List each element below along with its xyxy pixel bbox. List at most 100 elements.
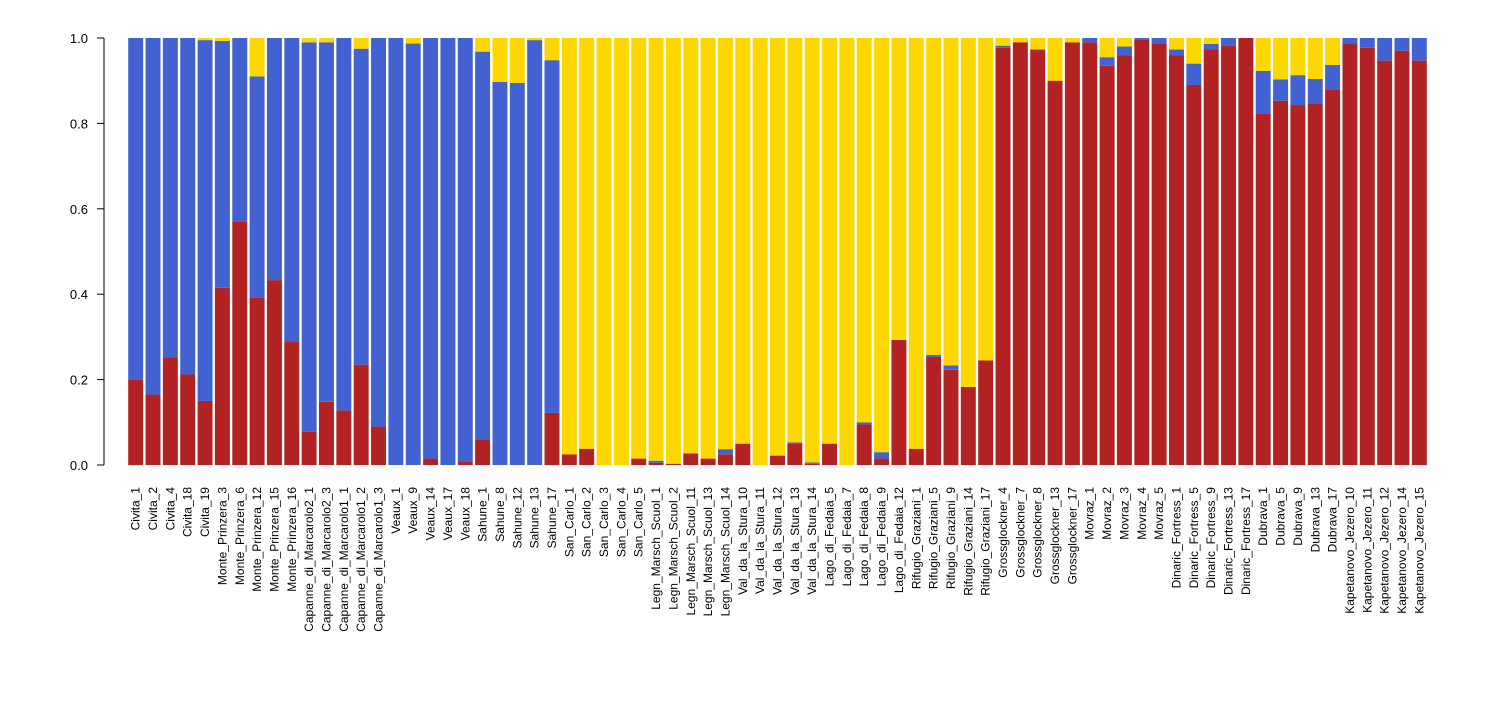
x-tick-label: Dubrava_9 (1291, 487, 1305, 546)
bar-segment-Kapetanovo_Jezero_15-cluster-2 (1411, 38, 1427, 61)
x-tick-label: Civita_19 (198, 487, 212, 537)
x-tick-label: Capanne_di_Marcarolo2_3 (319, 487, 333, 632)
bar-segment-Veaux_18-cluster-1 (457, 461, 473, 465)
x-tick-label: Sahune_12 (510, 487, 524, 549)
bar-segment-Legn_Marsch_Scuol_2-cluster-3 (665, 38, 681, 464)
bar-segment-Kapetanovo_Jezero_15-cluster-1 (1411, 60, 1427, 465)
x-tick-label: Veaux_1 (389, 487, 403, 534)
bar-segment-Dinaric_Fortress_13-cluster-2 (1221, 38, 1236, 46)
x-tick-label: Capanne_di_Marcarolo1_2 (354, 487, 368, 632)
x-tick-label: Monte_Prinzera_3 (215, 487, 229, 585)
x-tick-label: Legn_Marsch_Scuol_14 (718, 487, 732, 617)
x-tick-label: Grossglockner_13 (1048, 487, 1062, 585)
bar-segment-Sahune_1-cluster-3 (475, 38, 491, 52)
bar-segment-Val_da_la_Stura_10-cluster-1 (735, 443, 751, 465)
bars-group (128, 38, 1427, 466)
bar-segment-Grossglockner_4-cluster-1 (995, 47, 1011, 465)
bar-segment-Rifugio_Graziani_5-cluster-1 (926, 356, 942, 465)
bar-segment-Rifugio_Graziani_1-cluster-3 (908, 38, 924, 449)
bar-segment-Grossglockner_13-cluster-1 (1047, 80, 1063, 465)
bar-segment-Lago_di_Fedaia_7-cluster-3 (839, 38, 855, 465)
bar-segment-Rifugio_Graziani_17-cluster-3 (978, 38, 994, 361)
bar-segment-Dinaric_Fortress_1-cluster-2 (1169, 49, 1184, 56)
x-tick-label: Dinaric_Fortress_17 (1239, 487, 1253, 595)
bar-segment-Kapetanovo_Jezero_11-cluster-1 (1359, 47, 1375, 465)
bar-segment-Monte_Prinzera_3-cluster-1 (214, 287, 230, 465)
x-tick-label: Lago_di_Fedaia_9 (875, 487, 889, 587)
y-tick-label: 0.2 (70, 373, 88, 388)
bar-segment-Sahune_17-cluster-1 (544, 412, 560, 465)
bar-segment-Monte_Prinzera_12-cluster-3 (249, 38, 265, 77)
bar-segment-San_Carlo_5-cluster-3 (631, 38, 647, 459)
bar-segment-Rifugio_Graziani_5-cluster-2 (926, 354, 942, 357)
bar-segment-Lago_di_Fedaia_5-cluster-1 (822, 443, 838, 465)
bar-segment-Civita_1-cluster-1 (128, 379, 144, 465)
bar-segment-Movraz_5-cluster-2 (1151, 38, 1167, 44)
bar-segment-Veaux_17-cluster-2 (440, 38, 456, 465)
bar-segment-Monte_Prinzera_12-cluster-2 (249, 76, 265, 298)
bar-segment-Civita_18-cluster-1 (180, 374, 196, 465)
bar-segment-Monte_Prinzera_16-cluster-1 (284, 342, 300, 465)
x-tick-label: Lago_di_Fedaia_12 (892, 487, 906, 593)
bar-segment-Veaux_14-cluster-2 (423, 38, 439, 459)
bar-segment-Civita_2-cluster-1 (145, 394, 161, 465)
bar-segment-Grossglockner_7-cluster-1 (1012, 42, 1028, 466)
bar-segment-Val_da_la_Stura_13-cluster-3 (787, 38, 803, 443)
bar-segment-Capanne_di_Marcarolo2_1-cluster-3 (301, 38, 317, 43)
bar-segment-Monte_Prinzera_6-cluster-2 (232, 38, 248, 222)
x-tick-label: Grossglockner_17 (1065, 487, 1079, 585)
x-tick-label: Sahune_1 (476, 487, 490, 542)
bar-segment-Grossglockner_8-cluster-3 (1030, 38, 1046, 50)
bar-segment-Movraz_3-cluster-1 (1116, 55, 1132, 465)
x-tick-label: Movraz_3 (1117, 487, 1131, 540)
bar-segment-Dubrava_13-cluster-1 (1307, 103, 1323, 465)
x-tick-label: Rifugio_Graziani_9 (944, 487, 958, 589)
y-tick-label: 0.0 (70, 458, 88, 473)
bar-segment-Capanne_di_Marcarolo1_1-cluster-1 (336, 410, 352, 465)
bar-segment-Dubrava_5-cluster-1 (1273, 100, 1289, 466)
bar-segment-Dubrava_1-cluster-2 (1255, 70, 1271, 114)
bar-segment-Movraz_1-cluster-2 (1082, 38, 1098, 43)
x-tick-label: Sahune_8 (493, 487, 507, 542)
x-tick-label: Veaux_9 (406, 487, 420, 534)
bar-segment-Veaux_1-cluster-2 (388, 38, 404, 465)
x-tick-label: Capanne_di_Marcarolo2_1 (302, 487, 316, 632)
bar-segment-Lago_di_Fedaia_12-cluster-1 (891, 339, 907, 465)
bar-segment-Monte_Prinzera_6-cluster-1 (232, 221, 248, 465)
bar-segment-Dubrava_5-cluster-2 (1273, 79, 1289, 101)
bar-segment-Val_da_la_Stura_14-cluster-2 (804, 462, 820, 464)
bar-segment-Dubrava_13-cluster-2 (1307, 78, 1323, 104)
bar-segment-Dinaric_Fortress_5-cluster-1 (1186, 84, 1202, 465)
x-tick-label: Movraz_5 (1152, 487, 1166, 540)
x-tick-label: Rifugio_Graziani_1 (909, 487, 923, 589)
bar-segment-Rifugio_Graziani_14-cluster-1 (960, 386, 976, 465)
bar-segment-San_Carlo_3-cluster-3 (596, 38, 612, 465)
bar-segment-Dinaric_Fortress_17-cluster-1 (1238, 38, 1254, 465)
x-tick-label: Kapetanovo_Jezero_14 (1395, 487, 1409, 614)
bar-segment-San_Carlo_5-cluster-1 (631, 458, 647, 465)
bar-segment-Dubrava_9-cluster-1 (1290, 105, 1306, 465)
x-tick-label: San_Carlo_2 (580, 487, 594, 557)
bar-segment-Grossglockner_8-cluster-1 (1030, 49, 1046, 465)
x-tick-labels: Civita_1 Civita_2 Civita_4 Civita_18 Civita_… (129, 487, 1427, 632)
bar-segment-Grossglockner_17-cluster-3 (1064, 38, 1080, 43)
x-tick-label: Capanne_di_Marcarolo1_3 (372, 487, 386, 632)
x-tick-label: Val_da_la_Stura_11 (753, 487, 767, 594)
bar-segment-Legn_Marsch_Scuol_1-cluster-3 (648, 38, 664, 461)
bar-segment-Civita_2-cluster-2 (145, 38, 161, 395)
bar-segment-Kapetanovo_Jezero_14-cluster-2 (1394, 38, 1410, 51)
bar-segment-Rifugio_Graziani_9-cluster-3 (943, 38, 959, 366)
bar-segment-Capanne_di_Marcarolo2_3-cluster-1 (319, 401, 334, 465)
x-tick-label: Kapetanovo_Jezero_10 (1343, 487, 1357, 614)
x-tick-label: Lago_di_Fedaia_5 (823, 487, 837, 587)
bar-segment-Dubrava_9-cluster-3 (1290, 38, 1306, 76)
bar-segment-Lago_di_Fedaia_9-cluster-1 (874, 458, 890, 465)
x-tick-label: Sahune_17 (545, 487, 559, 549)
bar-segment-Sahune_13-cluster-3 (527, 38, 543, 41)
x-tick-label: Monte_Prinzera_6 (233, 487, 247, 585)
x-tick-label: Dinaric_Fortress_9 (1204, 487, 1218, 589)
bar-segment-Legn_Marsch_Scuol_13-cluster-1 (700, 458, 716, 465)
x-tick-label: Grossglockner_7 (1013, 487, 1027, 578)
bar-segment-Val_da_la_Stura_10-cluster-3 (735, 38, 751, 444)
bar-segment-Val_da_la_Stura_13-cluster-2 (787, 442, 803, 444)
